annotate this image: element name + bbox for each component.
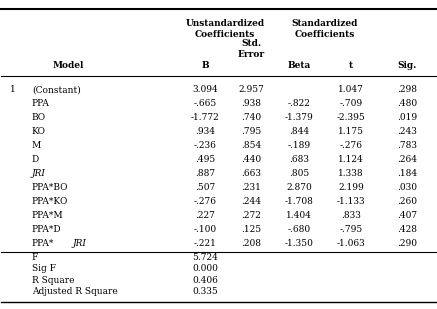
Text: .030: .030	[397, 183, 417, 192]
Text: .683: .683	[289, 155, 309, 164]
Text: .227: .227	[195, 211, 215, 220]
Text: -2.395: -2.395	[336, 113, 365, 122]
Text: (Constant): (Constant)	[32, 85, 80, 94]
Text: Standardized
Coefficients: Standardized Coefficients	[291, 19, 358, 39]
Text: -.822: -.822	[288, 99, 310, 108]
Text: -.795: -.795	[339, 225, 363, 235]
Text: F: F	[32, 252, 38, 262]
Text: .833: .833	[341, 211, 361, 220]
Text: Sig.: Sig.	[398, 61, 417, 70]
Text: Unstandardized
Coefficients: Unstandardized Coefficients	[185, 19, 264, 39]
Text: M: M	[32, 141, 41, 150]
Text: 2.199: 2.199	[338, 183, 364, 192]
Text: D: D	[32, 155, 39, 164]
Text: -.276: -.276	[340, 141, 362, 150]
Text: .428: .428	[397, 225, 417, 235]
Text: 1.175: 1.175	[338, 127, 364, 136]
Text: B: B	[201, 61, 209, 70]
Text: R Square: R Square	[32, 276, 74, 285]
Text: -1.772: -1.772	[191, 113, 220, 122]
Text: -1.379: -1.379	[284, 113, 313, 122]
Text: .795: .795	[241, 127, 261, 136]
Text: -.236: -.236	[194, 141, 217, 150]
Text: .407: .407	[397, 211, 417, 220]
Text: .298: .298	[397, 85, 417, 94]
Text: PPA: PPA	[32, 99, 50, 108]
Text: .783: .783	[397, 141, 417, 150]
Text: JRI: JRI	[72, 239, 86, 248]
Text: Adjusted R Square: Adjusted R Square	[32, 287, 118, 297]
Text: -.221: -.221	[194, 239, 217, 248]
Text: -.680: -.680	[287, 225, 310, 235]
Text: .507: .507	[195, 183, 215, 192]
Text: -.276: -.276	[194, 197, 217, 206]
Text: Model: Model	[53, 61, 84, 70]
Text: 0.000: 0.000	[193, 264, 218, 273]
Text: PPA*D: PPA*D	[32, 225, 62, 235]
Text: .231: .231	[241, 183, 261, 192]
Text: PPA*M: PPA*M	[32, 211, 63, 220]
Text: 1.047: 1.047	[338, 85, 364, 94]
Text: PPA*: PPA*	[32, 239, 54, 248]
Text: -.709: -.709	[340, 99, 363, 108]
Text: -1.708: -1.708	[284, 197, 313, 206]
Text: 1.124: 1.124	[338, 155, 364, 164]
Text: .740: .740	[241, 113, 261, 122]
Text: PPA*KO: PPA*KO	[32, 197, 68, 206]
Text: .208: .208	[241, 239, 261, 248]
Text: -1.133: -1.133	[336, 197, 365, 206]
Text: 2.870: 2.870	[286, 183, 312, 192]
Text: .125: .125	[241, 225, 261, 235]
Text: .480: .480	[397, 99, 417, 108]
Text: 3.094: 3.094	[193, 85, 218, 94]
Text: .019: .019	[397, 113, 417, 122]
Text: .184: .184	[397, 169, 417, 178]
Text: -.100: -.100	[194, 225, 217, 235]
Text: 0.335: 0.335	[193, 287, 218, 297]
Text: 0.406: 0.406	[193, 276, 218, 285]
Text: .934: .934	[195, 127, 215, 136]
Text: t: t	[349, 61, 353, 70]
Text: .272: .272	[241, 211, 261, 220]
Text: -.189: -.189	[287, 141, 310, 150]
Text: .243: .243	[397, 127, 417, 136]
Text: -.665: -.665	[194, 99, 217, 108]
Text: -1.063: -1.063	[336, 239, 365, 248]
Text: .440: .440	[241, 155, 261, 164]
Text: 1.404: 1.404	[286, 211, 312, 220]
Text: .887: .887	[195, 169, 215, 178]
Text: .805: .805	[289, 169, 309, 178]
Text: 2.957: 2.957	[238, 85, 264, 94]
Text: .290: .290	[397, 239, 417, 248]
Text: 5.724: 5.724	[193, 252, 218, 262]
Text: BO: BO	[32, 113, 46, 122]
Text: -1.350: -1.350	[284, 239, 313, 248]
Text: 1: 1	[10, 85, 16, 94]
Text: .260: .260	[397, 197, 417, 206]
Text: .938: .938	[241, 99, 261, 108]
Text: 1.338: 1.338	[338, 169, 364, 178]
Text: .264: .264	[397, 155, 417, 164]
Text: PPA*BO: PPA*BO	[32, 183, 68, 192]
Text: .844: .844	[289, 127, 309, 136]
Text: .495: .495	[195, 155, 215, 164]
Text: .663: .663	[241, 169, 261, 178]
Text: Sig F: Sig F	[32, 264, 56, 273]
Text: Std.
Error: Std. Error	[237, 39, 265, 58]
Text: KO: KO	[32, 127, 46, 136]
Text: JRI: JRI	[32, 169, 45, 178]
Text: Beta: Beta	[287, 61, 310, 70]
Text: .854: .854	[241, 141, 261, 150]
Text: .244: .244	[241, 197, 261, 206]
